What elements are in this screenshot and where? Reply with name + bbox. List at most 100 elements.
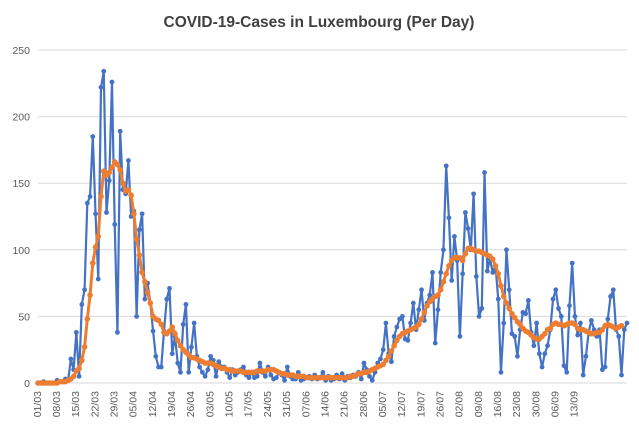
data-point (440, 278, 447, 285)
data-point (254, 373, 260, 379)
data-point (109, 79, 115, 85)
data-point (408, 320, 413, 326)
data-point (504, 247, 509, 253)
data-point (131, 211, 137, 217)
x-tick-label: 29/03 (108, 391, 120, 417)
data-point (202, 373, 208, 379)
data-point (512, 333, 518, 339)
data-point (109, 164, 115, 171)
data-point (610, 287, 616, 293)
y-axis-ticks: 0 50 100 150 200 250 (12, 45, 30, 390)
data-point (564, 369, 570, 375)
data-point (199, 369, 205, 375)
data-point (273, 375, 279, 381)
data-point (572, 321, 578, 328)
data-point (120, 180, 126, 186)
data-point (443, 163, 449, 169)
data-point (89, 260, 96, 266)
data-point (578, 320, 583, 326)
x-tick-label: 03/05 (204, 391, 216, 417)
data-point (142, 296, 148, 302)
data-point (399, 314, 405, 319)
data-point (492, 262, 499, 269)
x-tick-label: 23/08 (511, 391, 523, 417)
data-point (509, 310, 515, 317)
data-point (503, 300, 510, 306)
data-point (391, 333, 397, 339)
data-point (427, 292, 433, 298)
data-point (339, 371, 345, 377)
x-tick-label: 21/06 (339, 391, 351, 417)
data-point (550, 296, 556, 302)
data-point (416, 321, 422, 328)
series-2 (35, 159, 625, 386)
data-point (383, 320, 389, 326)
x-tick-label: 12/07 (396, 391, 408, 417)
data-point (394, 337, 400, 344)
x-tick-label: 05/07 (377, 391, 389, 417)
data-point (419, 287, 424, 293)
data-point (216, 359, 222, 365)
data-point (177, 342, 184, 349)
data-point (385, 353, 392, 360)
data-point (465, 226, 471, 231)
data-point (295, 369, 301, 375)
y-tick-label: 150 (12, 178, 30, 190)
data-point (104, 210, 109, 215)
grid-lines (38, 49, 627, 384)
data-point (539, 364, 545, 370)
data-point (459, 257, 466, 264)
data-point (506, 305, 512, 312)
data-point (241, 364, 246, 370)
data-point (558, 314, 564, 319)
data-point (476, 314, 482, 319)
data-point (583, 353, 589, 359)
data-point (602, 364, 608, 370)
data-point (100, 168, 107, 175)
data-point (531, 343, 537, 349)
data-point (117, 167, 123, 173)
data-point (257, 360, 263, 366)
data-point (618, 322, 625, 329)
data-point (158, 364, 164, 370)
data-point (82, 287, 87, 293)
x-tick-label: 09/08 (473, 391, 485, 417)
data-point (545, 343, 550, 349)
data-point (95, 233, 102, 240)
data-point (282, 377, 287, 383)
data-point (358, 376, 364, 382)
data-point (383, 357, 389, 364)
y-tick-label: 100 (12, 245, 30, 257)
y-tick-label: 50 (18, 311, 30, 323)
x-tick-label: 31/05 (281, 391, 293, 417)
data-point (175, 360, 181, 366)
data-point (410, 300, 416, 306)
data-point (471, 191, 476, 197)
data-point (262, 373, 268, 379)
data-point (553, 287, 559, 293)
x-tick-label: 30/08 (530, 391, 542, 417)
data-point (462, 251, 469, 257)
x-tick-label: 26/04 (185, 391, 197, 417)
data-point (84, 316, 91, 322)
data-point (416, 307, 422, 313)
series-line (38, 70, 629, 385)
data-point (534, 320, 539, 326)
data-point (246, 375, 252, 381)
data-point (435, 307, 441, 313)
data-point (575, 332, 581, 338)
data-point (457, 333, 463, 339)
x-tick-label: 10/05 (224, 391, 236, 417)
data-point (624, 320, 630, 326)
data-point (186, 369, 192, 375)
data-point (588, 318, 594, 323)
data-point (79, 302, 85, 307)
x-tick-label: 26/07 (434, 391, 446, 417)
data-point (484, 268, 490, 274)
data-point (178, 369, 183, 375)
data-point (106, 178, 112, 183)
data-point (117, 128, 123, 134)
data-point (134, 314, 140, 319)
x-tick-label: 19/07 (415, 391, 427, 417)
